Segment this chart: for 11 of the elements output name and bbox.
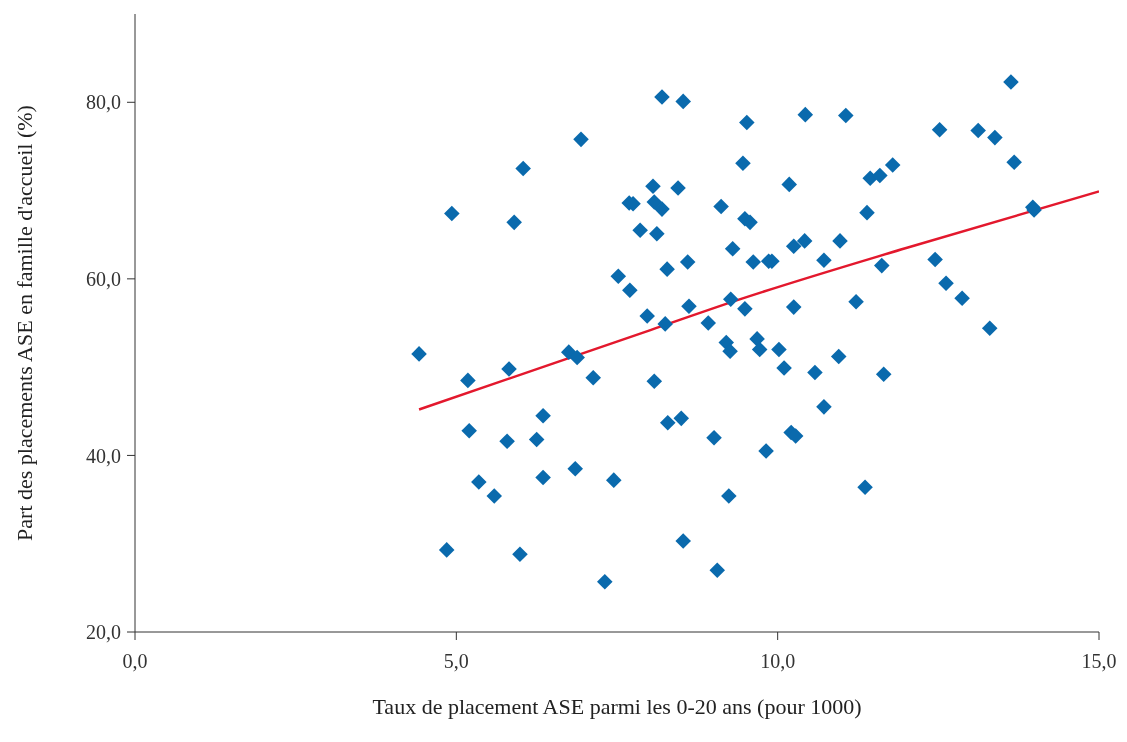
x-tick-label: 5,0 bbox=[443, 650, 469, 673]
y-tick-label: 20,0 bbox=[86, 621, 121, 644]
x-tick-label: 0,0 bbox=[122, 650, 148, 673]
y-tick-label: 40,0 bbox=[86, 444, 121, 467]
x-tick-label: 15,0 bbox=[1081, 650, 1117, 673]
line-series bbox=[417, 190, 1099, 411]
y-tick-label: 80,0 bbox=[86, 91, 121, 114]
x-axis-title: Taux de placement ASE parmi les 0-20 ans (pour 1000) bbox=[372, 694, 862, 719]
x-tick-label: 10,0 bbox=[760, 650, 796, 673]
y-axis-title: Part des placements ASE en famille d'accueil (%) bbox=[11, 105, 37, 541]
y-tick-label: 60,0 bbox=[86, 267, 121, 290]
